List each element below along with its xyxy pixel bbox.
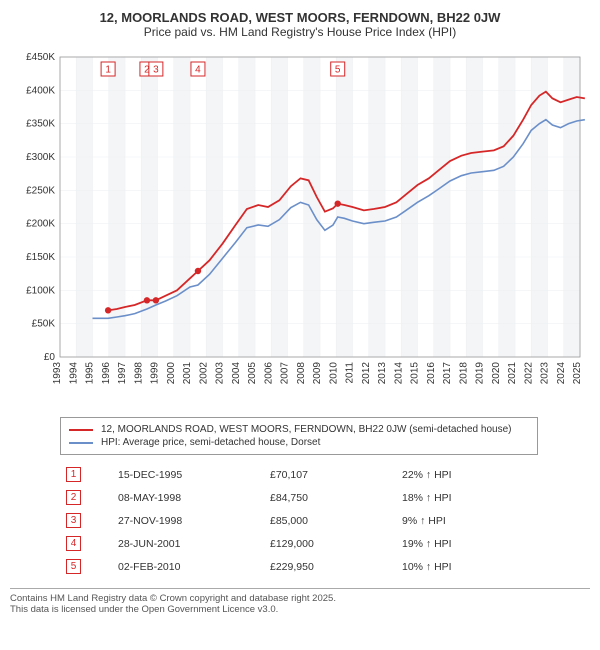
row-marker: 3	[66, 513, 81, 528]
cell-pct: 22% ↑ HPI	[396, 463, 530, 486]
svg-text:£300K: £300K	[26, 152, 55, 163]
svg-text:2015: 2015	[410, 362, 421, 385]
legend-swatch-0	[69, 429, 93, 431]
cell-price: £129,000	[264, 532, 396, 555]
svg-text:1996: 1996	[101, 362, 112, 385]
table-row: 3 27-NOV-1998£85,0009% ↑ HPI	[60, 509, 530, 532]
svg-text:2002: 2002	[198, 362, 209, 385]
cell-pct: 19% ↑ HPI	[396, 532, 530, 555]
cell-date: 08-MAY-1998	[112, 486, 264, 509]
svg-text:2010: 2010	[328, 362, 339, 385]
svg-text:£150K: £150K	[26, 252, 55, 263]
title-line1: 12, MOORLANDS ROAD, WEST MOORS, FERNDOWN…	[10, 10, 590, 25]
svg-text:£350K: £350K	[26, 119, 55, 130]
svg-text:2013: 2013	[377, 362, 388, 385]
legend-row-0: 12, MOORLANDS ROAD, WEST MOORS, FERNDOWN…	[69, 424, 529, 435]
svg-text:2004: 2004	[231, 362, 242, 385]
svg-text:3: 3	[153, 65, 159, 76]
svg-text:1995: 1995	[85, 362, 96, 385]
svg-text:1999: 1999	[150, 362, 161, 385]
footer-line1: Contains HM Land Registry data © Crown c…	[10, 593, 590, 604]
svg-text:2008: 2008	[296, 362, 307, 385]
svg-text:2023: 2023	[540, 362, 551, 385]
cell-pct: 10% ↑ HPI	[396, 555, 530, 578]
table-row: 5 02-FEB-2010£229,95010% ↑ HPI	[60, 555, 530, 578]
table-row: 2 08-MAY-1998£84,75018% ↑ HPI	[60, 486, 530, 509]
svg-text:2019: 2019	[475, 362, 486, 385]
legend-label-1: HPI: Average price, semi-detached house,…	[101, 437, 320, 448]
svg-text:£400K: £400K	[26, 85, 55, 96]
footer-line2: This data is licensed under the Open Gov…	[10, 604, 590, 615]
svg-text:2016: 2016	[426, 362, 437, 385]
svg-text:2001: 2001	[182, 362, 193, 385]
cell-pct: 18% ↑ HPI	[396, 486, 530, 509]
svg-text:2007: 2007	[280, 362, 291, 385]
svg-text:2006: 2006	[263, 362, 274, 385]
chart-svg: 1993 1994 1995 1996 1997 1998 1999 2000 2001 2002…	[10, 47, 590, 407]
svg-text:1: 1	[105, 65, 111, 76]
legend-swatch-1	[69, 442, 93, 444]
cell-price: £84,750	[264, 486, 396, 509]
cell-date: 27-NOV-1998	[112, 509, 264, 532]
svg-text:2009: 2009	[312, 362, 323, 385]
svg-text:2012: 2012	[361, 362, 372, 385]
row-marker: 5	[66, 559, 81, 574]
table-row: 4 28-JUN-2001£129,00019% ↑ HPI	[60, 532, 530, 555]
svg-text:1998: 1998	[133, 362, 144, 385]
cell-date: 15-DEC-1995	[112, 463, 264, 486]
sales-table: 1 15-DEC-1995£70,10722% ↑ HPI 2 08-MAY-1998…	[60, 463, 530, 578]
svg-text:2014: 2014	[393, 362, 404, 385]
cell-pct: 9% ↑ HPI	[396, 509, 530, 532]
svg-text:2022: 2022	[523, 362, 534, 385]
legend-row-1: HPI: Average price, semi-detached house,…	[69, 437, 529, 448]
svg-text:£250K: £250K	[26, 185, 55, 196]
svg-text:2011: 2011	[345, 362, 356, 384]
svg-text:2025: 2025	[572, 362, 583, 385]
legend-label-0: 12, MOORLANDS ROAD, WEST MOORS, FERNDOWN…	[101, 424, 511, 435]
cell-price: £85,000	[264, 509, 396, 532]
svg-text:£200K: £200K	[26, 219, 55, 230]
row-marker: 4	[66, 536, 81, 551]
svg-text:£50K: £50K	[32, 319, 56, 330]
svg-text:£450K: £450K	[26, 52, 55, 63]
footer: Contains HM Land Registry data © Crown c…	[10, 588, 590, 615]
svg-text:2021: 2021	[507, 362, 518, 385]
svg-text:2005: 2005	[247, 362, 258, 385]
title-block: 12, MOORLANDS ROAD, WEST MOORS, FERNDOWN…	[10, 10, 590, 39]
cell-date: 02-FEB-2010	[112, 555, 264, 578]
svg-text:5: 5	[335, 65, 341, 76]
svg-text:4: 4	[195, 65, 201, 76]
svg-text:1997: 1997	[117, 362, 128, 385]
svg-text:1994: 1994	[68, 362, 79, 385]
legend: 12, MOORLANDS ROAD, WEST MOORS, FERNDOWN…	[60, 417, 538, 455]
svg-text:2017: 2017	[442, 362, 453, 385]
svg-text:1993: 1993	[52, 362, 63, 385]
svg-text:£0: £0	[44, 352, 56, 363]
title-line2: Price paid vs. HM Land Registry's House …	[10, 25, 590, 39]
svg-text:£100K: £100K	[26, 285, 55, 296]
svg-text:2020: 2020	[491, 362, 502, 385]
table-row: 1 15-DEC-1995£70,10722% ↑ HPI	[60, 463, 530, 486]
svg-text:2024: 2024	[556, 362, 567, 385]
row-marker: 2	[66, 490, 81, 505]
cell-price: £229,950	[264, 555, 396, 578]
chart-area: 1993 1994 1995 1996 1997 1998 1999 2000 2001 2002…	[10, 47, 590, 407]
row-marker: 1	[66, 467, 81, 482]
cell-date: 28-JUN-2001	[112, 532, 264, 555]
svg-text:2003: 2003	[215, 362, 226, 385]
svg-text:2018: 2018	[458, 362, 469, 385]
cell-price: £70,107	[264, 463, 396, 486]
svg-text:2000: 2000	[166, 362, 177, 385]
